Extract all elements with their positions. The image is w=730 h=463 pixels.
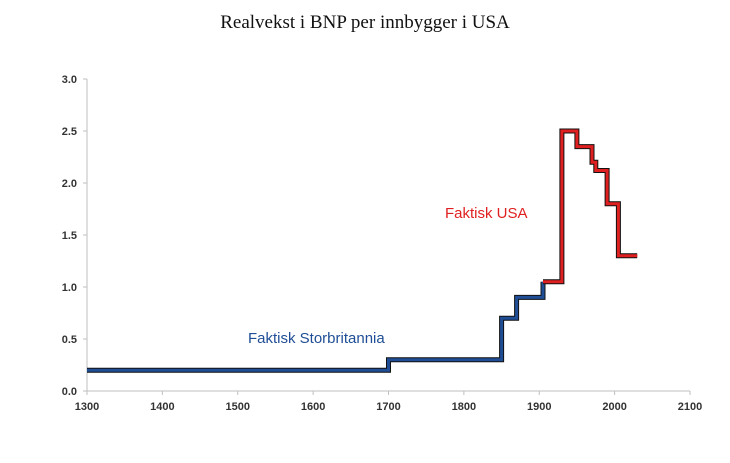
series-lines bbox=[87, 128, 638, 373]
y-tick-label: 0.0 bbox=[62, 386, 77, 398]
x-tick-label: 1300 bbox=[75, 401, 99, 413]
y-tick-label: 2.0 bbox=[62, 178, 77, 190]
x-tick-label: 2100 bbox=[678, 401, 702, 413]
y-tick-label: 3.0 bbox=[62, 74, 77, 86]
x-tick-label: 1900 bbox=[527, 401, 551, 413]
x-tick-label: 1600 bbox=[301, 401, 325, 413]
x-tick-label: 1400 bbox=[150, 401, 174, 413]
y-tick-label: 1.5 bbox=[62, 230, 77, 242]
series-outline bbox=[543, 128, 638, 285]
x-tick-label: 1500 bbox=[226, 401, 250, 413]
axes bbox=[83, 78, 691, 395]
series-outline bbox=[87, 281, 546, 373]
series-line bbox=[87, 281, 545, 372]
y-tick-label: 1.0 bbox=[62, 282, 77, 294]
x-tick-label: 1700 bbox=[376, 401, 400, 413]
series-labels: Faktisk Storbritannia Faktisk USA bbox=[248, 205, 528, 347]
x-tick-label: 2000 bbox=[602, 401, 626, 413]
tick-labels: 0.0 0.5 1.0 1.5 2.0 2.5 3.0 1300 1400 1500 1600 170… bbox=[62, 74, 703, 413]
y-tick-label: 2.5 bbox=[62, 126, 77, 138]
y-tick-label: 0.5 bbox=[62, 334, 77, 346]
series-line bbox=[543, 129, 638, 284]
chart-title: Realvekst i BNP per innbygger i USA bbox=[220, 12, 510, 33]
series-label: Faktisk Storbritannia bbox=[248, 330, 385, 347]
series-label: Faktisk USA bbox=[445, 205, 528, 222]
x-tick-label: 1800 bbox=[452, 401, 476, 413]
